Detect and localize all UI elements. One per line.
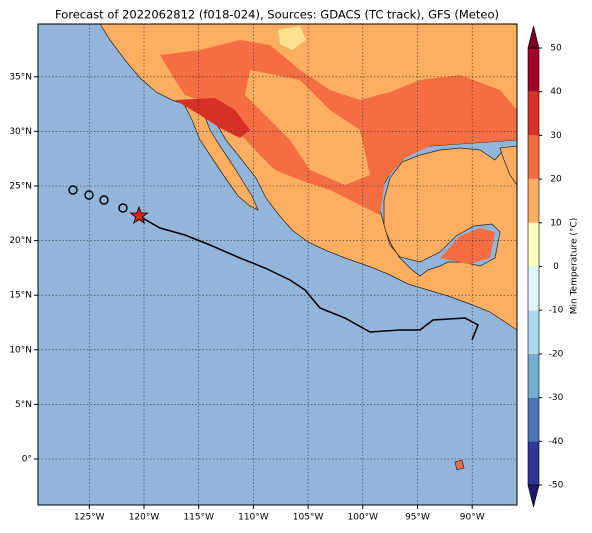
mild-zone: [245, 70, 370, 185]
hot-zone: [175, 98, 250, 138]
lat-label: 15°N: [9, 291, 32, 301]
colorbar-segment: [528, 266, 539, 311]
lat-label: 20°N: [9, 236, 32, 246]
colorbar-segment: [528, 179, 539, 223]
lon-label: 120°W: [129, 513, 160, 523]
past-position: [99, 195, 109, 205]
colorbar-tick-label: -10: [549, 306, 564, 316]
lon-label: 110°W: [238, 513, 269, 523]
colorbar-tick-label: -30: [549, 393, 564, 403]
florida: [499, 145, 517, 186]
colorbar-tick-label: 50: [550, 44, 562, 54]
colorbar-segment: [528, 441, 539, 485]
colorbar-segment: [528, 310, 539, 354]
lon-label: 105°W: [293, 513, 324, 523]
colorbar-extend-low: [527, 484, 540, 508]
lon-label: 90°W: [460, 513, 485, 523]
lon-label: 115°W: [183, 513, 214, 523]
lon-label: 95°W: [405, 513, 430, 523]
colorbar-label: Min Temperature (°C): [570, 218, 580, 315]
past-positions: [68, 185, 128, 213]
colorbar-tick-label: 30: [550, 131, 562, 141]
colorbar-tick-label: 20: [550, 175, 562, 185]
past-position: [68, 185, 78, 195]
past-position: [84, 190, 94, 200]
graticule: [38, 24, 517, 505]
colorbar: -50 -40 -30 -20 -10 0 10 20 30 40 50: [527, 25, 564, 508]
lat-label: 0°: [22, 455, 32, 465]
map-frame: [37, 23, 518, 506]
colorbar-extend-high: [527, 25, 540, 49]
colorbar-segment: [528, 48, 539, 92]
lat-label: 30°N: [9, 127, 32, 137]
lat-label: 10°N: [9, 345, 32, 355]
lat-label: 25°N: [9, 182, 32, 192]
cool-zone: [278, 26, 306, 50]
forecast-track: [138, 215, 479, 341]
colorbar-tick-label: -20: [549, 349, 564, 359]
colorbar-tick-label: -50: [549, 481, 564, 491]
colorbar-tick-label: 0: [553, 262, 559, 272]
colorbar-segment: [528, 222, 539, 267]
lat-label: 35°N: [9, 72, 32, 82]
lon-label: 125°W: [74, 513, 105, 523]
warm-zone-south: [440, 228, 495, 264]
colorbar-tick-label: -40: [549, 437, 564, 447]
title: Forecast of 2022062812 (f018-024), Sourc…: [55, 8, 499, 22]
colorbar-segment: [528, 91, 539, 136]
colorbar-tick-label: 40: [550, 87, 562, 97]
baja: [183, 103, 259, 211]
lon-label: 100°W: [348, 513, 379, 523]
colorbar-segment: [528, 353, 539, 398]
map-area: [38, 24, 517, 505]
colorbar-segment: [528, 397, 539, 442]
galapagos: [454, 459, 465, 471]
colorbar-segment: [528, 135, 539, 180]
colorbar-tick-label: 10: [550, 218, 562, 228]
current-position: [129, 205, 149, 224]
past-position: [118, 203, 128, 213]
lat-label: 5°N: [15, 400, 32, 410]
